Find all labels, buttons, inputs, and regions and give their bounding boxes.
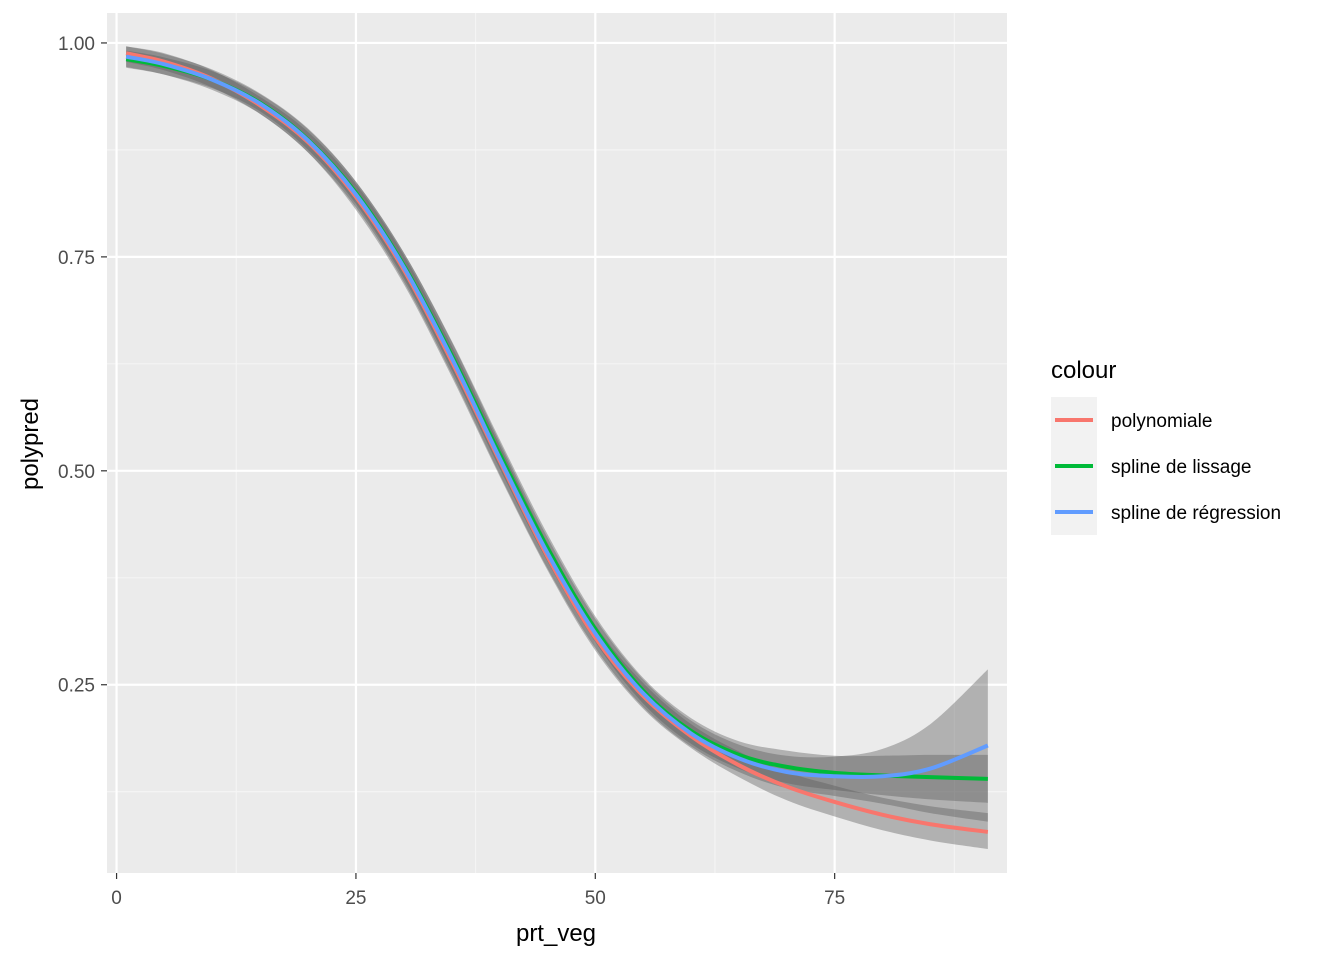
x-axis: 0 25 50 75 (111, 873, 845, 909)
legend-label: polynomiale (1111, 411, 1212, 432)
grid-major (107, 13, 1007, 873)
x-tick-label: 25 (345, 888, 366, 909)
confidence-ribbons (126, 46, 988, 850)
y-tick-label: 1.00 (58, 34, 95, 55)
x-tick-label: 75 (824, 888, 845, 909)
y-axis: 0.25 0.50 0.75 1.00 (58, 34, 107, 697)
x-tick-label: 0 (111, 888, 122, 909)
panel-background (107, 13, 1007, 873)
y-tick-label: 0.75 (58, 248, 95, 269)
legend: colour polynomiale spline de lissage splin… (1051, 357, 1281, 535)
legend-label: spline de lissage (1111, 457, 1251, 478)
y-axis-title: polypred (17, 398, 44, 490)
y-tick-label: 0.25 (58, 676, 95, 697)
x-tick-label: 50 (585, 888, 606, 909)
series-lines (125, 51, 989, 834)
legend-label: spline de régression (1111, 503, 1281, 524)
legend-title: colour (1051, 357, 1116, 384)
y-tick-label: 0.50 (58, 462, 95, 483)
ribbon-spline-de-régression (126, 46, 988, 822)
x-axis-title: prt_veg (516, 920, 596, 947)
series-line-spline-de-régression (125, 54, 989, 780)
